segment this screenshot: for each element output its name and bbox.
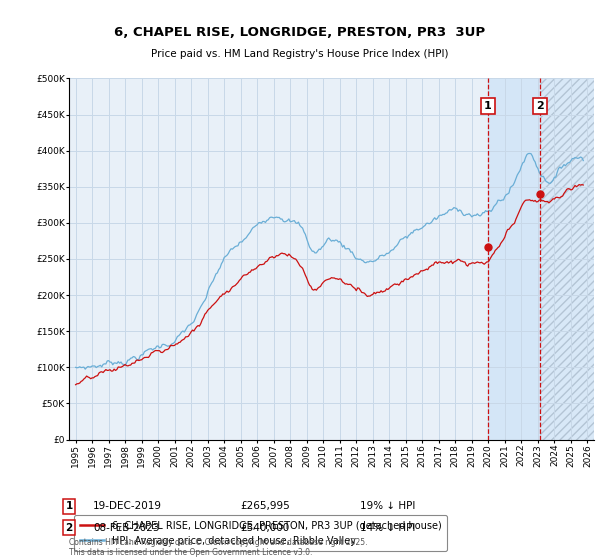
Text: 08-FEB-2023: 08-FEB-2023 <box>93 522 160 533</box>
Bar <box>488 78 539 440</box>
Text: Contains HM Land Registry data © Crown copyright and database right 2025.
This d: Contains HM Land Registry data © Crown c… <box>69 538 367 557</box>
Text: 19-DEC-2019: 19-DEC-2019 <box>93 501 162 511</box>
Text: 1: 1 <box>484 101 491 111</box>
Text: 2: 2 <box>536 101 544 111</box>
Text: £265,995: £265,995 <box>240 501 290 511</box>
Text: 14% ↓ HPI: 14% ↓ HPI <box>360 522 415 533</box>
Text: 6, CHAPEL RISE, LONGRIDGE, PRESTON, PR3  3UP: 6, CHAPEL RISE, LONGRIDGE, PRESTON, PR3 … <box>115 26 485 39</box>
Legend: 6, CHAPEL RISE, LONGRIDGE, PRESTON, PR3 3UP (detached house), HPI: Average price: 6, CHAPEL RISE, LONGRIDGE, PRESTON, PR3 … <box>74 515 448 552</box>
Text: 1: 1 <box>65 501 73 511</box>
Text: £340,000: £340,000 <box>240 522 289 533</box>
Text: 19% ↓ HPI: 19% ↓ HPI <box>360 501 415 511</box>
Text: Price paid vs. HM Land Registry's House Price Index (HPI): Price paid vs. HM Land Registry's House … <box>151 49 449 59</box>
Text: 2: 2 <box>65 522 73 533</box>
Bar <box>539 78 594 440</box>
